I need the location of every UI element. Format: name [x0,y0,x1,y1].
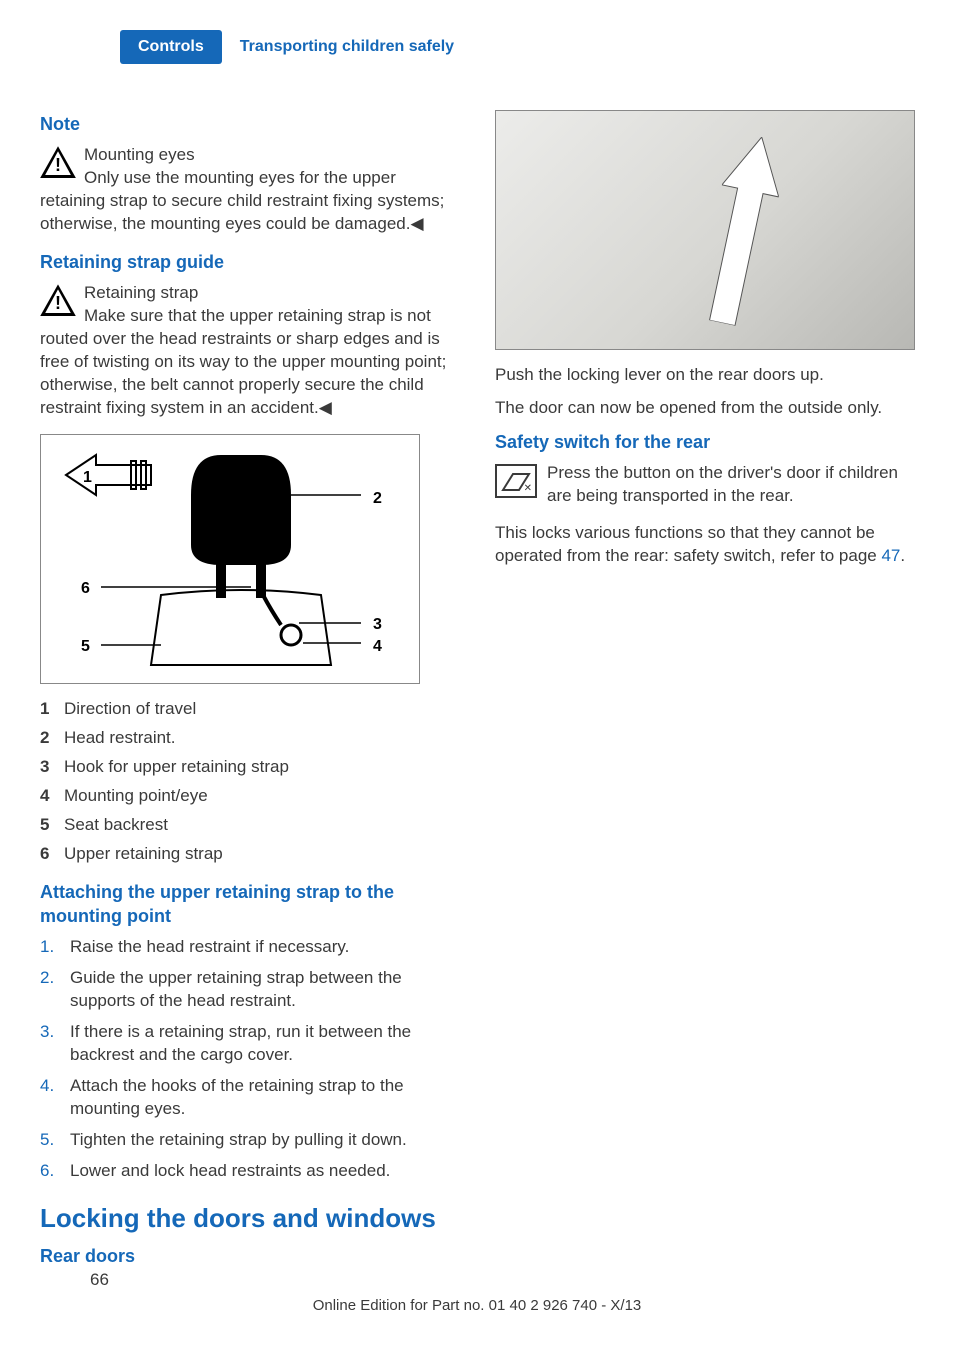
legend-text: Head restraint. [64,727,176,750]
step-num: 3. [40,1021,70,1067]
page-ref-link[interactable]: 47 [881,546,900,565]
legend-item: 5Seat backrest [40,814,459,837]
rear-doors-p2: The door can now be opened from the outs… [495,397,914,420]
step-text: Guide the upper retaining strap between … [70,967,459,1013]
safety-body1: Press the button on the driver's door if… [547,463,898,505]
heading-rear-doors: Rear doors [40,1244,459,1268]
legend-num: 3 [40,756,64,779]
step-num: 6. [40,1160,70,1183]
diagram-label-1: 1 [83,469,92,486]
page-number: 66 [90,1270,109,1290]
safety-block: Press the button on the driver's door if… [495,462,914,508]
note-warning-title: Mounting eyes [84,145,195,164]
legend-text: Hook for upper retaining strap [64,756,289,779]
step-item: 1.Raise the head restraint if necessary. [40,936,459,959]
step-item: 5.Tighten the retaining strap by pulling… [40,1129,459,1152]
legend-item: 4Mounting point/eye [40,785,459,808]
attaching-steps: 1.Raise the head restraint if necessary.… [40,936,459,1182]
step-item: 6.Lower and lock head restraints as need… [40,1160,459,1183]
heading-attaching: Attaching the upper retaining strap to t… [40,880,459,929]
safety-body2-pre: This locks various functions so that the… [495,523,881,565]
step-text: Lower and lock head restraints as needed… [70,1160,390,1183]
diagram-label-4: 4 [373,638,382,655]
guide-block: Retaining strap Make sure that the upper… [40,282,459,420]
legend-num: 4 [40,785,64,808]
legend-item: 2Head restraint. [40,727,459,750]
header-tab-controls: Controls [120,30,222,64]
safety-body2-post: . [900,546,905,565]
diagram-label-6: 6 [81,580,90,597]
header: Controls Transporting children safely [0,30,954,64]
note-block: Mounting eyes Only use the mounting eyes… [40,144,459,236]
step-num: 5. [40,1129,70,1152]
legend-num: 6 [40,843,64,866]
legend-num: 5 [40,814,64,837]
safety-switch-icon [495,464,537,498]
diagram-label-2: 2 [373,490,382,507]
rear-doors-p1: Push the locking lever on the rear doors… [495,364,914,387]
warning-icon [40,146,76,178]
page-footer: Online Edition for Part no. 01 40 2 926 … [0,1297,954,1314]
page-content: Note Mounting eyes Only use the mounting… [40,110,914,1274]
step-item: 3.If there is a retaining strap, run it … [40,1021,459,1067]
diagram-label-5: 5 [81,638,90,655]
step-text: Raise the head restraint if necessary. [70,936,349,959]
heading-note: Note [40,112,459,136]
legend-item: 3Hook for upper retaining strap [40,756,459,779]
heading-locking: Locking the doors and windows [40,1203,459,1234]
legend-item: 6Upper retaining strap [40,843,459,866]
warning-icon [40,284,76,316]
legend-num: 1 [40,698,64,721]
guide-warning-title: Retaining strap [84,283,198,302]
step-text: Attach the hooks of the retaining strap … [70,1075,459,1121]
rear-door-photo [495,110,915,350]
safety-body2: This locks various functions so that the… [495,522,914,568]
legend-text: Upper retaining strap [64,843,223,866]
heading-safety-switch: Safety switch for the rear [495,430,914,454]
step-text: If there is a retaining strap, run it be… [70,1021,459,1067]
step-text: Tighten the retaining strap by pulling i… [70,1129,407,1152]
header-breadcrumb: Transporting children safely [240,38,454,56]
legend-text: Direction of travel [64,698,196,721]
legend-text: Mounting point/eye [64,785,208,808]
note-warning-body: Only use the mounting eyes for the up­pe… [40,168,444,233]
guide-warning-body: Make sure that the upper retaining strap… [40,306,446,417]
step-num: 2. [40,967,70,1013]
legend-item: 1Direction of travel [40,698,459,721]
heading-retaining-strap-guide: Retaining strap guide [40,250,459,274]
legend-num: 2 [40,727,64,750]
step-item: 2.Guide the upper retaining strap betwee… [40,967,459,1013]
retaining-strap-diagram: 1 2 3 4 5 6 [40,434,420,684]
diagram-legend: 1Direction of travel 2Head restraint. 3H… [40,698,459,866]
step-item: 4.Attach the hooks of the retaining stra… [40,1075,459,1121]
step-num: 1. [40,936,70,959]
legend-text: Seat backrest [64,814,168,837]
step-num: 4. [40,1075,70,1121]
diagram-label-3: 3 [373,616,382,633]
